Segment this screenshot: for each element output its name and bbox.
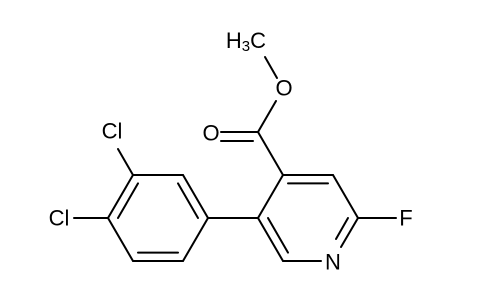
bond	[182, 174, 209, 219]
bond	[257, 217, 284, 262]
atom-label-subscript: 3	[242, 38, 250, 55]
atom-label: O	[202, 121, 219, 146]
atom-label: Cl	[102, 119, 123, 144]
bond	[340, 217, 359, 248]
double-bond-inner	[335, 217, 349, 240]
bond	[332, 174, 359, 219]
bond	[182, 217, 209, 262]
bond	[257, 174, 284, 219]
double-bond-inner	[267, 217, 289, 254]
atom-label: F	[399, 206, 412, 231]
double-bond-inner	[177, 182, 199, 219]
bond	[107, 217, 134, 262]
bond	[107, 174, 134, 219]
double-bond-inner	[117, 182, 139, 219]
bond	[257, 100, 277, 133]
bond	[257, 131, 284, 176]
methyl-label: H3C	[226, 28, 266, 55]
atom-label: Cl	[49, 206, 70, 231]
bonds	[73, 56, 397, 262]
atom-label: H	[226, 28, 242, 53]
atom-label: O	[275, 76, 292, 101]
bond	[117, 148, 134, 176]
bond	[264, 56, 278, 79]
atom-label: N	[325, 250, 341, 275]
atom-label: C	[250, 28, 266, 53]
